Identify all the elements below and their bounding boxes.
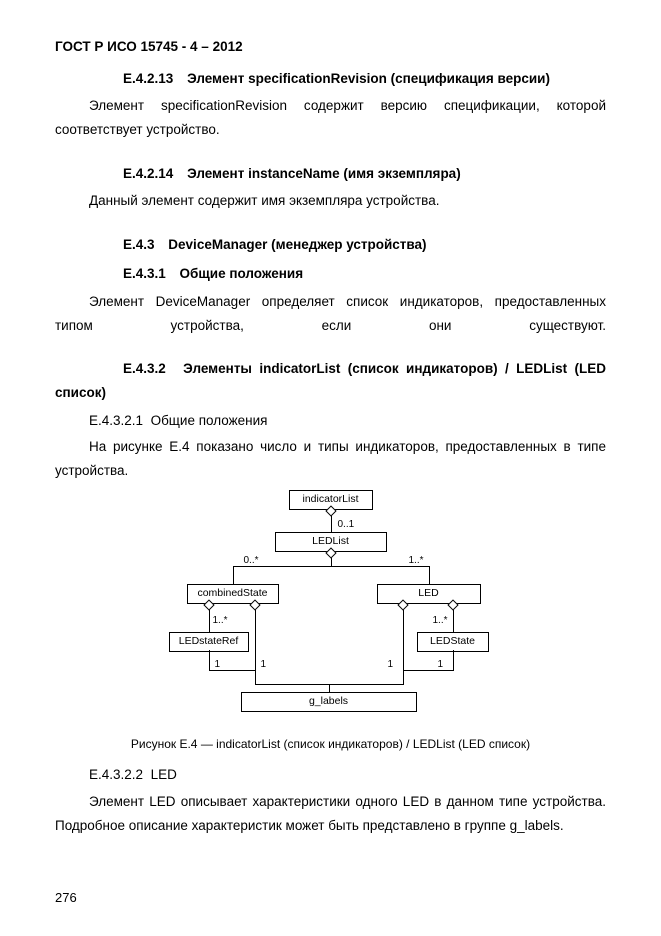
heading-num: E.4.3.2.2 (89, 767, 143, 782)
para-e4321: На рисунке E.4 показано число и типы инд… (55, 435, 606, 482)
heading-title: DeviceManager (менеджер устройства) (168, 237, 426, 252)
doc-header: ГОСТ Р ИСО 15745 - 4 – 2012 (55, 35, 606, 59)
node-combinedstate: combinedState (187, 584, 279, 603)
heading-num: E.4.3 (89, 233, 155, 257)
heading-num: E.4.3.2.1 (89, 413, 143, 428)
para-e431: Элемент DeviceManager определяет список … (55, 290, 606, 337)
heading-e431: E.4.3.1 Общие положения (55, 262, 606, 286)
mult-1star: 1..* (213, 612, 228, 630)
heading-e43: E.4.3 DeviceManager (менеджер устройства… (55, 233, 606, 257)
page: ГОСТ Р ИСО 15745 - 4 – 2012 E.4.2.13 Эле… (0, 0, 661, 936)
heading-title: LED (151, 767, 177, 782)
mult-1: 1 (261, 656, 267, 674)
mult-0star: 0..* (244, 552, 259, 570)
node-ledstate: LEDState (417, 632, 489, 651)
heading-e4214: E.4.2.14 Элемент instanceName (имя экзем… (55, 162, 606, 186)
heading-title: Элемент specificationRevision (специфика… (187, 71, 550, 86)
heading-e432: E.4.3.2 Элементы indicatorList (список и… (55, 357, 606, 404)
heading-num: E.4.3.1 (89, 262, 166, 286)
heading-title: Элемент instanceName (имя экземпляра) (187, 166, 461, 181)
heading-title: Общие положения (180, 266, 304, 281)
node-led: LED (377, 584, 481, 603)
mult-1: 1 (388, 656, 394, 674)
heading-e4321: E.4.3.2.1 Общие положения (55, 409, 606, 433)
mult-1star: 1..* (409, 552, 424, 570)
mult-1star: 1..* (433, 612, 448, 630)
heading-num: E.4.2.14 (89, 162, 173, 186)
para-e4214: Данный элемент содержит имя экземпляра у… (55, 189, 606, 213)
heading-e4322: E.4.3.2.2 LED (55, 763, 606, 787)
figure-caption: Рисунок E.4 — indicatorList (список инди… (55, 734, 606, 755)
node-ledstateref: LEDstateRef (169, 632, 249, 651)
node-glabels: g_labels (241, 692, 417, 711)
para-e4322: Элемент LED описывает характеристики одн… (55, 790, 606, 837)
para-e4213: Элемент specificationRevision содержит в… (55, 94, 606, 141)
uml-diagram: indicatorList 0..1 LEDList 0..* 1..* com… (151, 490, 511, 720)
heading-num: E.4.3.2 (89, 357, 166, 381)
heading-title: Общие положения (151, 413, 268, 428)
heading-num: E.4.2.13 (89, 67, 173, 91)
mult-01: 0..1 (338, 516, 355, 534)
page-number: 276 (55, 887, 77, 910)
heading-e4213: E.4.2.13 Элемент specificationRevision (… (55, 67, 606, 91)
